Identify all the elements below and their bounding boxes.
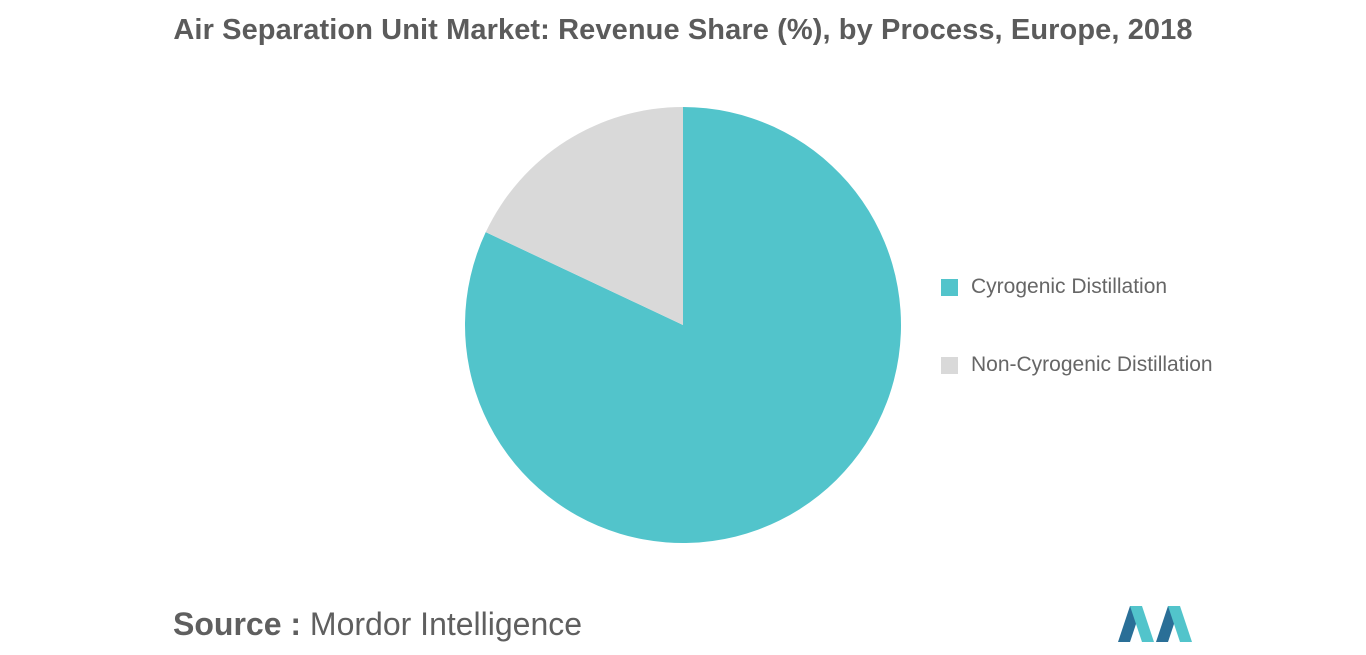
legend-label-cyrogenic: Cyrogenic Distillation	[971, 275, 1168, 298]
source-label: Source :	[173, 606, 302, 642]
legend-item-cyrogenic: Cyrogenic Distillation	[941, 272, 1213, 302]
chart-title: Air Separation Unit Market: Revenue Shar…	[173, 14, 1193, 46]
legend-item-non-cyrogenic: Non-Cyrogenic Distillation	[941, 350, 1213, 380]
source-value: Mordor Intelligence	[309, 606, 583, 642]
pie-slice-cyrogenic-distillation	[465, 107, 902, 543]
legend-swatch-non-cyrogenic	[941, 356, 958, 374]
legend-swatch-cyrogenic	[941, 278, 958, 296]
legend-label-non-cyrogenic: Non-Cyrogenic Distillation	[971, 353, 1213, 376]
mordor-intelligence-logo	[1118, 606, 1192, 642]
logo-mark-right-teal	[1168, 606, 1192, 642]
logo-mark-left-teal	[1130, 606, 1154, 642]
pie-slice-non-cyrogenic-distillation	[485, 107, 683, 325]
legend: Cyrogenic Distillation Non-Cyrogenic Dis…	[941, 272, 1213, 428]
source-note: Source : Mordor Intelligence	[173, 606, 582, 643]
